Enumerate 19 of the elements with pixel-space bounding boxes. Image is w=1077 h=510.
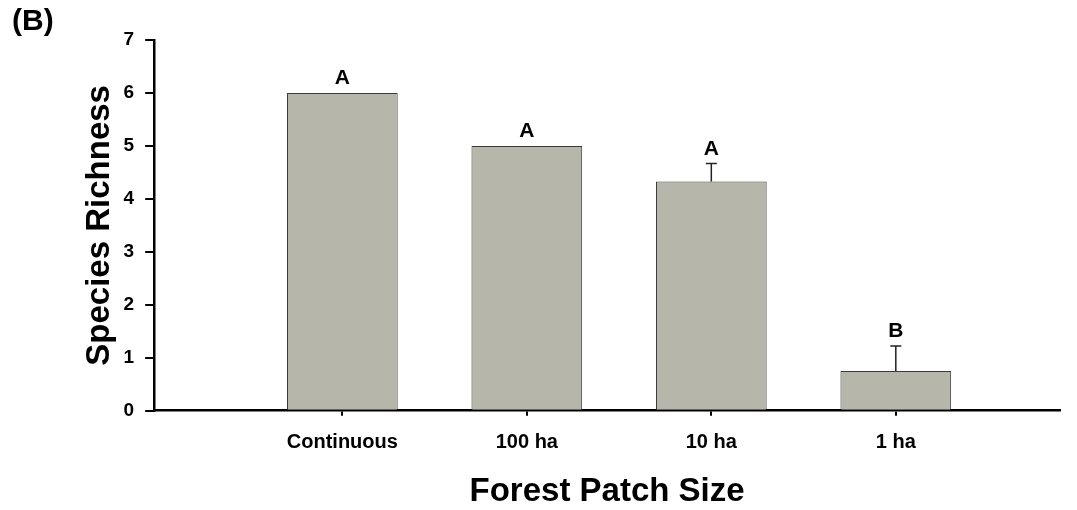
x-axis-title: Forest Patch Size xyxy=(469,470,745,508)
y-tick-label: 1 xyxy=(123,345,135,367)
chart-title: (B) xyxy=(12,3,54,37)
x-tick-label: 100 ha xyxy=(495,430,559,453)
y-tick-label: 5 xyxy=(123,134,135,156)
x-tick-label: 10 ha xyxy=(685,430,738,453)
y-tick-label: 6 xyxy=(123,81,135,103)
y-tick-label: 7 xyxy=(123,28,135,50)
annotation: B xyxy=(888,318,904,342)
y-tick-label: 0 xyxy=(123,398,135,420)
annotation: A xyxy=(519,118,535,142)
x-tick-label: 1 ha xyxy=(875,430,917,453)
annotation: A xyxy=(703,135,719,159)
y-tick-label: 3 xyxy=(123,240,135,262)
x-tick-label: Continuous xyxy=(286,430,398,453)
y-tick-label: 4 xyxy=(123,187,135,209)
annotation: A xyxy=(334,65,350,89)
y-tick-label: 2 xyxy=(123,293,135,315)
y-axis-title: Species Richness xyxy=(78,85,116,366)
